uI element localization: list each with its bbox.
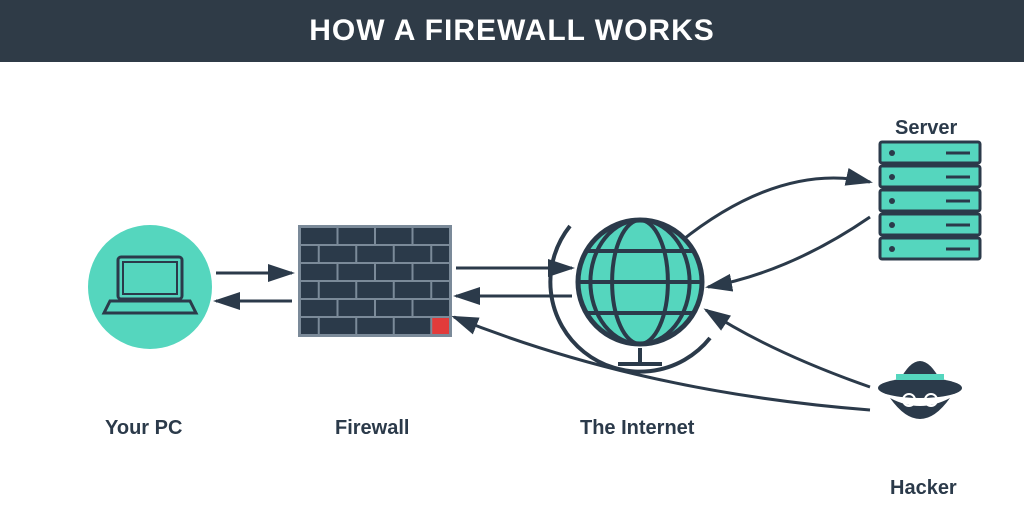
label-pc: Your PC	[105, 417, 182, 440]
label-hacker: Hacker	[890, 477, 957, 500]
header-bar: HOW A FIREWALL WORKS	[0, 0, 1024, 62]
page-title: HOW A FIREWALL WORKS	[309, 14, 715, 48]
label-internet: The Internet	[580, 417, 694, 440]
diagram-svg	[0, 62, 1024, 512]
label-server: Server	[895, 117, 957, 140]
label-firewall: Firewall	[335, 417, 409, 440]
diagram-canvas: Your PC Firewall The Internet Server Hac…	[0, 62, 1024, 512]
